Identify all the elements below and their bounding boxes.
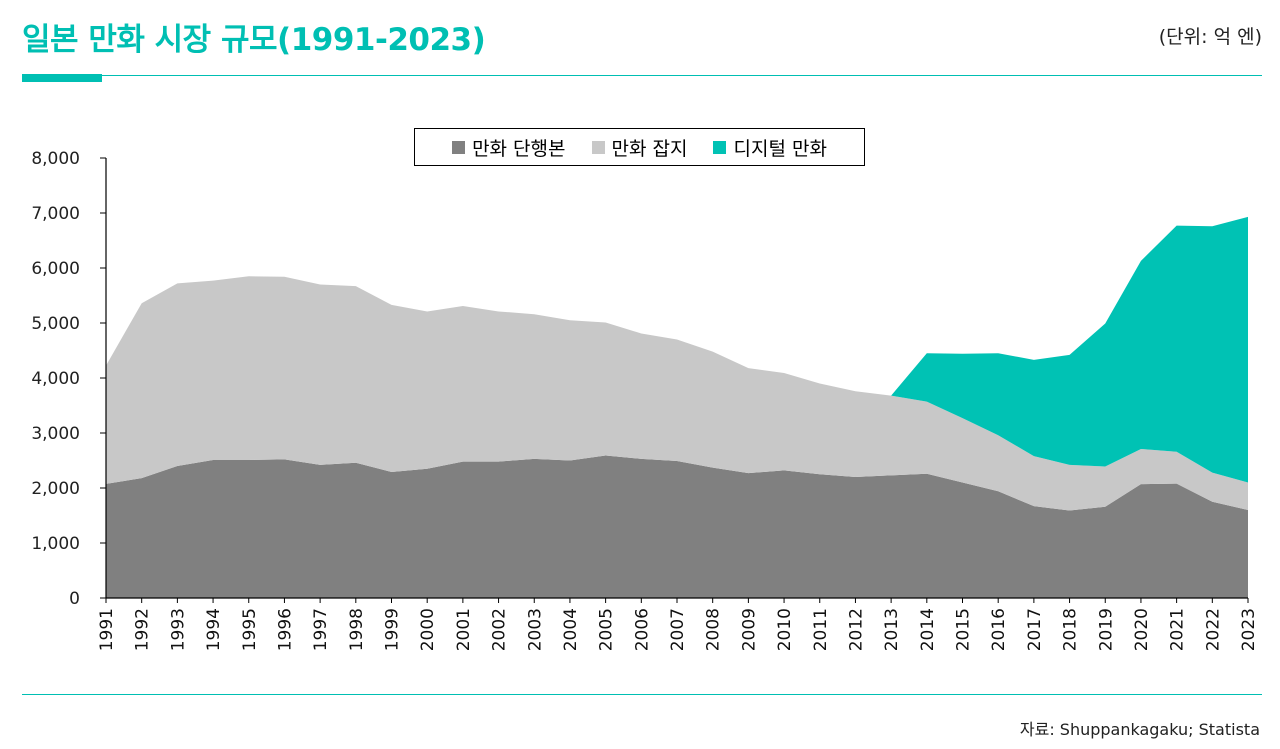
x-tick-label: 2019 bbox=[1096, 608, 1116, 651]
x-tick-label: 1995 bbox=[240, 608, 260, 651]
x-tick-label: 2007 bbox=[668, 608, 688, 651]
y-tick-label: 5,000 bbox=[31, 314, 80, 334]
x-tick-label: 2020 bbox=[1132, 608, 1152, 651]
header-accent-bar bbox=[22, 74, 102, 82]
area-print-volumes bbox=[106, 455, 1248, 598]
legend-swatch-print-magazines bbox=[591, 140, 605, 154]
y-axis-ticks: 0 1,000 2,000 3,000 4,000 5,000 6,000 7,000 8,00… bbox=[31, 149, 106, 609]
x-tick-label: 1997 bbox=[311, 608, 331, 651]
chart-areas bbox=[106, 216, 1248, 598]
x-tick-label: 2003 bbox=[525, 608, 545, 651]
y-tick-label: 4,000 bbox=[31, 369, 80, 389]
area-digital bbox=[891, 216, 1248, 483]
y-tick-label: 6,000 bbox=[31, 259, 80, 279]
legend-label-digital: 디지털 만화 bbox=[733, 137, 827, 160]
header-divider bbox=[22, 75, 1262, 76]
footer-divider bbox=[22, 694, 1262, 695]
legend-item-print-magazines: 만화 잡지 bbox=[591, 134, 688, 161]
x-tick-label: 2021 bbox=[1168, 608, 1188, 651]
x-tick-label: 2011 bbox=[811, 608, 831, 651]
area-print-magazines bbox=[106, 276, 1248, 511]
legend-item-digital: 디지털 만화 bbox=[713, 134, 827, 161]
x-tick-label: 2008 bbox=[704, 608, 724, 651]
legend-swatch-digital bbox=[713, 140, 727, 154]
legend-item-print-volumes: 만화 단행본 bbox=[452, 134, 566, 161]
x-tick-label: 1994 bbox=[204, 608, 224, 651]
x-tick-label: 1998 bbox=[347, 608, 367, 651]
x-tick-label: 2018 bbox=[1061, 608, 1081, 651]
y-tick-label: 2,000 bbox=[31, 479, 80, 499]
legend-swatch-print-volumes bbox=[452, 140, 466, 154]
x-tick-label: 1992 bbox=[133, 608, 153, 651]
x-tick-label: 2004 bbox=[561, 608, 581, 651]
x-tick-label: 2010 bbox=[775, 608, 795, 651]
page-title: 일본 만화 시장 규모(1991-2023) bbox=[22, 22, 486, 58]
x-tick-label: 1991 bbox=[97, 608, 117, 651]
unit-label: (단위: 억 엔) bbox=[1158, 26, 1262, 48]
y-tick-label: 1,000 bbox=[31, 534, 80, 554]
x-tick-label: 2022 bbox=[1203, 608, 1223, 651]
y-tick-label: 3,000 bbox=[31, 424, 80, 444]
y-tick-label: 7,000 bbox=[31, 204, 80, 224]
source-note: 자료: Shuppankagaku; Statista bbox=[1019, 720, 1260, 739]
x-tick-label: 2002 bbox=[490, 608, 510, 651]
legend-label-print-magazines: 만화 잡지 bbox=[611, 137, 688, 160]
x-tick-label: 2005 bbox=[597, 608, 617, 651]
x-tick-label: 2015 bbox=[954, 608, 974, 651]
x-tick-label: 2013 bbox=[882, 608, 902, 651]
y-tick-label: 0 bbox=[69, 589, 80, 609]
legend-label-print-volumes: 만화 단행본 bbox=[472, 137, 566, 160]
x-tick-label: 1999 bbox=[383, 608, 403, 651]
x-tick-label: 2016 bbox=[989, 608, 1009, 651]
x-tick-label: 2023 bbox=[1239, 608, 1259, 651]
x-tick-label: 2017 bbox=[1025, 608, 1045, 651]
x-tick-label: 1993 bbox=[168, 608, 188, 651]
x-tick-label: 2001 bbox=[454, 608, 474, 651]
x-axis-ticks: 1991 1992 1993 1994 1995 1996 1997 1998 1999 2000… bbox=[97, 598, 1259, 651]
x-tick-label: 2014 bbox=[918, 608, 938, 651]
x-tick-label: 2012 bbox=[846, 608, 866, 651]
chart-legend: 만화 단행본 만화 잡지 디지털 만화 bbox=[414, 128, 865, 166]
x-tick-label: 2006 bbox=[632, 608, 652, 651]
y-tick-label: 8,000 bbox=[31, 149, 80, 169]
x-tick-label: 2000 bbox=[418, 608, 438, 651]
x-tick-label: 1996 bbox=[275, 608, 295, 651]
x-tick-label: 2009 bbox=[739, 608, 759, 651]
